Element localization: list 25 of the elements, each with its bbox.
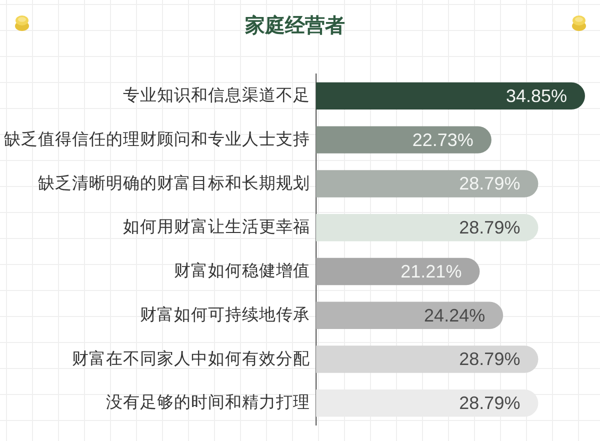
- chart-title: 家庭经营者: [244, 14, 346, 39]
- data-label: 22.73%: [412, 130, 474, 150]
- bar: [316, 390, 538, 417]
- bar: [316, 302, 504, 329]
- data-label: 21.21%: [400, 261, 462, 282]
- y-tick-label: 缺乏值得信任的理财顾问和专业人士支持: [4, 129, 310, 148]
- y-tick-label: 没有足够的时间和精力打理: [106, 392, 310, 412]
- y-tick-label: 财富在不同家人中如何有效分配: [72, 348, 310, 368]
- bar: [316, 82, 585, 110]
- data-label: 28.79%: [459, 174, 520, 194]
- data-label: 28.79%: [459, 349, 520, 370]
- y-tick-label: 如何用财富让生活更幸福: [123, 217, 310, 236]
- y-tick-label: 缺乏清晰明确的财富目标和长期规划: [38, 173, 310, 192]
- data-label: 28.79%: [459, 218, 520, 238]
- y-tick-label: 财富如何可持续地传承: [140, 304, 310, 324]
- data-label: 34.85%: [506, 86, 567, 106]
- bar: [316, 170, 538, 198]
- bar: [316, 346, 538, 373]
- y-tick-label: 财富如何稳健增值: [174, 261, 310, 280]
- bar: [316, 258, 480, 286]
- bar: [316, 214, 538, 242]
- data-label: 24.24%: [424, 305, 486, 326]
- y-tick-label: 专业知识和信息渠道不足: [123, 85, 310, 104]
- bar: [316, 126, 492, 154]
- data-label: 28.79%: [459, 393, 520, 414]
